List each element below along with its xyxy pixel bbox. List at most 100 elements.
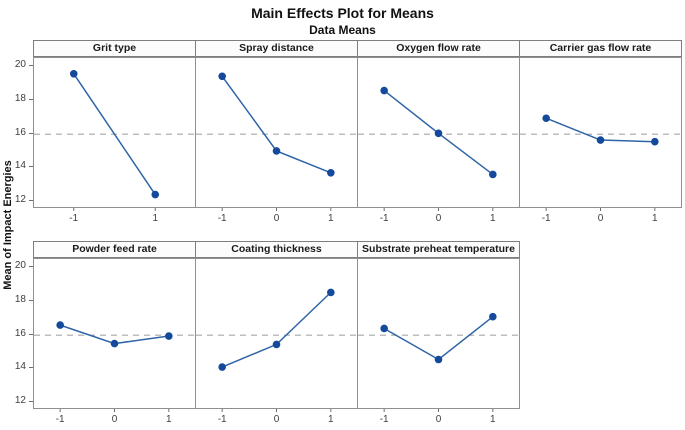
x-tick-label: -1 [55, 414, 65, 425]
panel-substrate-preheat-temperature: Substrate preheat temperature -1 0 1 [357, 241, 520, 428]
x-tick-label: 0 [273, 414, 280, 425]
y-tick-mark [29, 132, 33, 134]
data-point [380, 324, 388, 333]
x-tick-label: 1 [490, 213, 496, 224]
data-point [56, 321, 64, 329]
x-axis-ticks: -1 1 [33, 212, 196, 227]
y-tick-mark [29, 65, 33, 67]
data-point [272, 340, 281, 349]
x-tick-label: 0 [597, 213, 604, 224]
x-axis-ticks: -1 0 1 [195, 413, 358, 428]
y-tick-label: 14 [14, 160, 26, 172]
chart-subtitle: Data Means [309, 23, 376, 37]
panel-plot [33, 258, 196, 412]
panel-plot [33, 57, 196, 211]
panel-title: Oxygen flow rate [357, 40, 520, 57]
y-tick-label: 12 [14, 394, 26, 406]
plot-frame [33, 57, 196, 208]
y-tick-label: 20 [14, 59, 26, 71]
panel-powder-feed-rate: Powder feed rate -1 0 1 [33, 241, 196, 428]
data-point [596, 136, 605, 144]
y-tick-label: 14 [14, 361, 26, 373]
x-axis-ticks: -1 0 1 [519, 212, 682, 227]
x-tick-label: 0 [111, 414, 118, 425]
x-tick-label: 1 [152, 213, 159, 224]
data-point [327, 168, 335, 177]
data-point [165, 332, 173, 340]
y-tick-label: 16 [14, 327, 26, 339]
x-axis-ticks: -1 0 1 [357, 212, 520, 227]
title-block: Main Effects Plot for Means Data Means [0, 0, 685, 38]
y-tick-mark [29, 333, 33, 335]
plot-frame [195, 258, 358, 409]
y-tick-label: 18 [14, 293, 26, 305]
plot-frame [195, 57, 358, 208]
data-point [489, 312, 497, 321]
x-tick-label: -1 [379, 414, 389, 425]
data-point [110, 339, 119, 348]
y-tick-label: 20 [14, 260, 26, 272]
x-axis-ticks: -1 0 1 [357, 413, 520, 428]
x-tick-label: 0 [273, 213, 280, 224]
trend-line [73, 73, 156, 195]
x-tick-label: 0 [435, 213, 442, 224]
x-tick-label: 1 [490, 414, 496, 425]
x-axis-ticks: -1 0 1 [33, 413, 196, 428]
x-tick-label: 1 [166, 414, 172, 425]
x-tick-label: -1 [217, 213, 227, 224]
panel-plot [195, 258, 358, 412]
data-point [218, 363, 226, 371]
x-tick-label: 1 [328, 414, 334, 425]
panel-plot [357, 258, 520, 412]
data-point [380, 86, 388, 95]
plot-frame [357, 258, 520, 409]
y-tick-label: 12 [14, 193, 26, 205]
panel-grit-type: Grit type -1 1 [33, 40, 196, 227]
panel-carrier-gas-flow-rate: Carrier gas flow rate -1 0 1 [519, 40, 682, 227]
panel-row-bottom: 20 18 16 14 12 Powder feed rate -1 0 1 Coating th… [0, 241, 683, 428]
panel-title: Coating thickness [195, 241, 358, 258]
data-point [218, 72, 226, 81]
y-tick-mark [29, 266, 33, 268]
y-tick-mark [29, 367, 33, 369]
y-tick-label: 16 [14, 126, 26, 138]
x-tick-label: 0 [435, 414, 442, 425]
x-axis-ticks: -1 0 1 [195, 212, 358, 227]
panel-rows: 20 18 16 14 12 Grit type -1 1 Spray distance -1 0 1… [0, 40, 683, 428]
data-point [69, 69, 78, 78]
panel-plot [195, 57, 358, 211]
panel-row-top: 20 18 16 14 12 Grit type -1 1 Spray distance -1 0 1… [0, 40, 683, 227]
panel-spray-distance: Spray distance -1 0 1 [195, 40, 358, 227]
y-axis-gutter: 20 18 16 14 12 [0, 241, 33, 428]
x-tick-label: -1 [541, 213, 551, 224]
data-point [151, 190, 160, 199]
y-tick-label: 18 [14, 92, 26, 104]
plot-frame [519, 57, 682, 208]
data-point [489, 170, 497, 179]
panel-title: Grit type [33, 40, 196, 57]
x-tick-label: 1 [328, 213, 334, 224]
y-tick-mark [29, 98, 33, 100]
panel-coating-thickness: Coating thickness -1 0 1 [195, 241, 358, 428]
data-point [651, 137, 659, 146]
panel-title: Substrate preheat temperature [357, 241, 520, 258]
panel-title: Spray distance [195, 40, 358, 57]
data-point [327, 288, 335, 297]
y-tick-mark [29, 299, 33, 301]
x-tick-label: -1 [69, 213, 79, 224]
chart-title: Main Effects Plot for Means [251, 5, 434, 21]
x-tick-label: 1 [652, 213, 658, 224]
data-point [542, 114, 550, 123]
x-tick-label: -1 [217, 414, 227, 425]
y-tick-mark [29, 166, 33, 168]
panel-plot [357, 57, 520, 211]
data-point [434, 129, 443, 138]
panel-oxygen-flow-rate: Oxygen flow rate -1 0 1 [357, 40, 520, 227]
panel-title: Powder feed rate [33, 241, 196, 258]
y-tick-mark [29, 199, 33, 201]
panel-title: Carrier gas flow rate [519, 40, 682, 57]
y-tick-mark [29, 400, 33, 402]
data-point [434, 355, 443, 364]
panel-plot [519, 57, 682, 211]
